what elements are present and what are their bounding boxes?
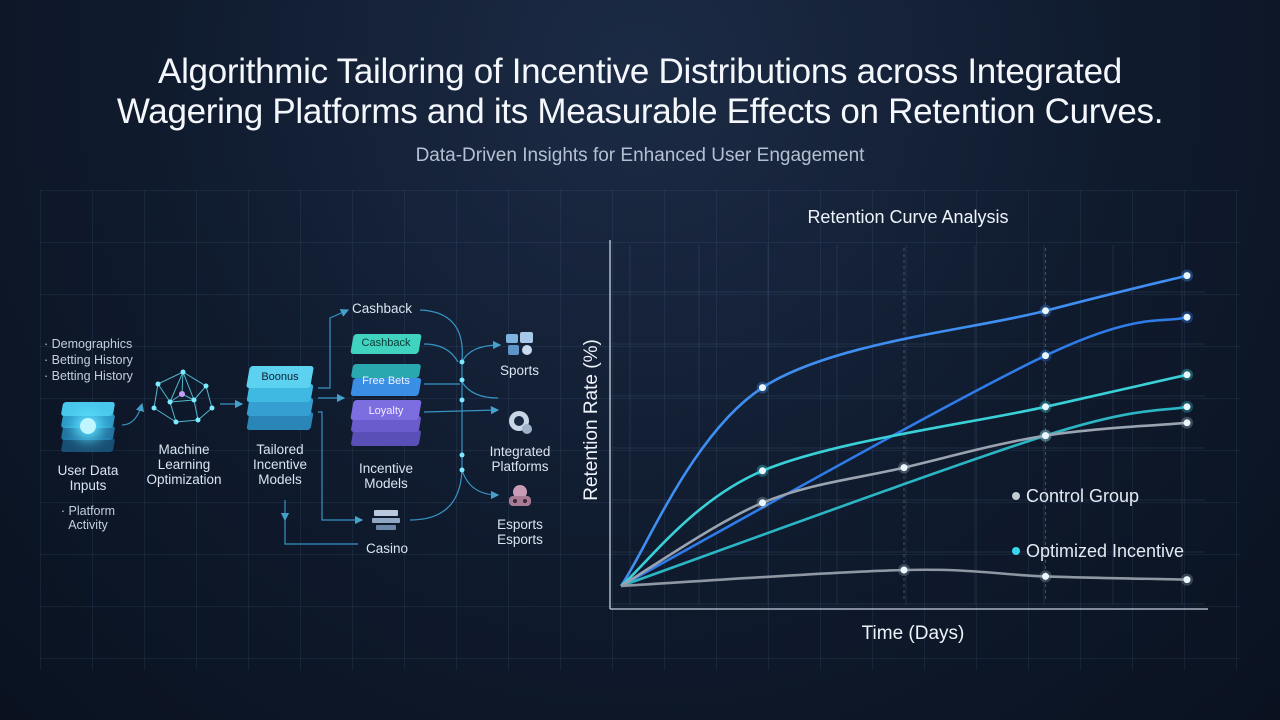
grid-background [40, 190, 1240, 670]
sports-icon [506, 332, 533, 355]
data-point [1183, 576, 1191, 584]
chip-loyalty: Loyalty [368, 405, 404, 417]
platform-activity-label: · Platform Activity [60, 504, 116, 532]
flow-connectors [121, 309, 502, 545]
neural-network-icon [151, 369, 215, 425]
input-demographics: · Demographics [44, 337, 133, 351]
bonus-chip-label: Boonus [261, 371, 299, 383]
chip-cashback: Cashback [361, 337, 411, 349]
data-point [1183, 419, 1191, 427]
legend-marker-control [1012, 492, 1020, 500]
legend-control-group: Control Group [1026, 486, 1139, 506]
series-line-2 [620, 373, 1188, 588]
series-line-3 [620, 405, 1188, 588]
incentive-models-label: Incentive Models [358, 461, 414, 491]
page-subtitle: Data-Driven Insights for Enhanced User E… [415, 145, 865, 166]
data-point [1042, 307, 1049, 315]
page-title: Algorithmic Tailoring of Incentive Distr… [116, 52, 1164, 131]
series-line-5 [620, 568, 1188, 588]
series-line-0 [619, 274, 1188, 587]
chart-gridlines [612, 245, 1205, 605]
data-point [1042, 403, 1049, 411]
legend-optimized-incentive: Optimized Incentive [1026, 541, 1184, 561]
integrated-platforms-icon [509, 411, 532, 434]
ml-optimization-label: Machine Learning Optimization [146, 442, 222, 487]
data-point [900, 464, 908, 472]
data-point [900, 566, 908, 574]
chart-legend: Control Group Optimized Incentive [1012, 486, 1184, 561]
data-point [1183, 403, 1191, 411]
integrated-platforms-label: Integrated Platforms [489, 444, 551, 474]
sports-label: Sports [500, 363, 540, 378]
chart-title: Retention Curve Analysis [807, 207, 1008, 227]
data-point [1183, 371, 1191, 379]
esports-label: Esports Esports [497, 517, 543, 547]
chip-free-bets: Free Bets [362, 375, 410, 387]
legend-marker-optimized [1012, 547, 1020, 555]
user-data-label: User Data Inputs [57, 463, 119, 493]
data-point [1042, 432, 1049, 440]
chart-series [619, 269, 1193, 588]
data-point [759, 499, 766, 507]
data-point [1042, 352, 1049, 360]
data-point [1183, 272, 1191, 280]
data-point [759, 384, 766, 392]
input-betting-history: · Betting History [44, 353, 133, 367]
casino-icon [372, 510, 400, 530]
input-betting-history-2: · Betting History [44, 369, 133, 383]
casino-label: Casino [366, 541, 409, 556]
data-point [1042, 572, 1049, 580]
data-point [1183, 313, 1191, 321]
tailored-models-label: Tailored Incentive Models [252, 442, 308, 487]
series-line-1 [620, 315, 1188, 588]
cashback-label: Cashback [352, 301, 413, 316]
y-axis-label: Retention Rate (%) [581, 339, 602, 501]
x-axis-label: Time (Days) [862, 623, 965, 644]
esports-icon [509, 485, 531, 506]
data-point [759, 467, 766, 475]
